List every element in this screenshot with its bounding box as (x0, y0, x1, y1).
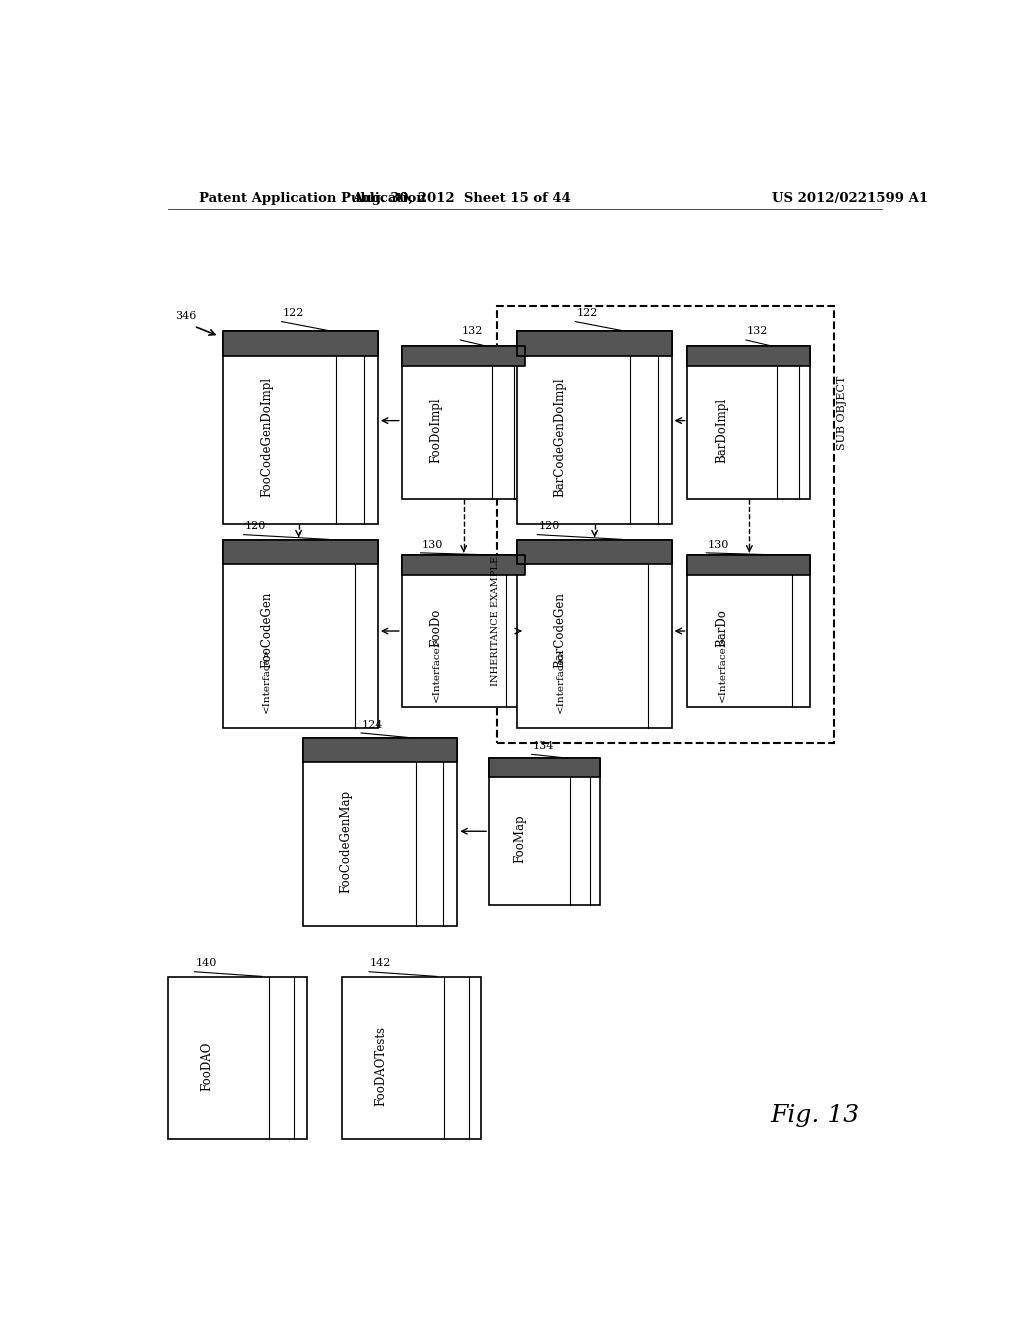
Bar (401, 346, 524, 366)
Bar (687, 554, 811, 574)
Text: BarDo: BarDo (716, 609, 728, 647)
Bar (489, 758, 600, 906)
Text: 130: 130 (708, 540, 729, 549)
Text: FooDAOTests: FooDAOTests (375, 1026, 388, 1106)
Text: INHERITANCE EXAMPLE: INHERITANCE EXAMPLE (490, 556, 500, 686)
Text: US 2012/0221599 A1: US 2012/0221599 A1 (772, 191, 928, 205)
Bar (401, 346, 524, 499)
Bar (223, 331, 378, 356)
Text: Fig. 13: Fig. 13 (770, 1105, 859, 1127)
Text: 140: 140 (196, 958, 217, 969)
Bar (223, 540, 378, 564)
Bar (401, 554, 524, 574)
Bar (168, 977, 306, 1139)
Text: 120: 120 (539, 521, 560, 532)
Bar (517, 331, 672, 356)
Text: SUB OBJECT: SUB OBJECT (838, 375, 847, 450)
Text: FooDo: FooDo (430, 609, 442, 647)
Text: 134: 134 (532, 741, 554, 751)
Text: 124: 124 (362, 719, 383, 730)
Bar (517, 540, 672, 564)
Text: FooMap: FooMap (514, 814, 526, 863)
Text: 122: 122 (283, 308, 304, 318)
Text: 130: 130 (422, 540, 443, 549)
Text: 142: 142 (370, 958, 391, 969)
Text: Aug. 30, 2012  Sheet 15 of 44: Aug. 30, 2012 Sheet 15 of 44 (352, 191, 570, 205)
Text: <Interface>: <Interface> (556, 648, 564, 713)
Text: BarDoImpl: BarDoImpl (716, 397, 728, 463)
Bar (687, 554, 811, 708)
Text: FooCodeGenMap: FooCodeGenMap (339, 789, 352, 892)
Bar (223, 540, 378, 727)
Text: <Interface>: <Interface> (432, 636, 440, 702)
Text: BarCodeGenDoImpl: BarCodeGenDoImpl (554, 378, 566, 498)
Bar (687, 346, 811, 366)
Text: FooDoImpl: FooDoImpl (430, 397, 442, 463)
Text: Patent Application Publication: Patent Application Publication (200, 191, 426, 205)
Text: FooCodeGen: FooCodeGen (260, 591, 273, 668)
Bar (401, 554, 524, 708)
Bar (303, 738, 458, 925)
Text: 122: 122 (577, 308, 598, 318)
Bar (517, 540, 672, 727)
Bar (223, 331, 378, 524)
Text: 132: 132 (461, 326, 482, 337)
Text: FooCodeGenDoImpl: FooCodeGenDoImpl (260, 378, 273, 498)
Text: BarCodeGen: BarCodeGen (554, 591, 566, 668)
Text: <Interface>: <Interface> (262, 648, 271, 713)
Bar (303, 738, 458, 762)
Bar (342, 977, 481, 1139)
Bar (517, 331, 672, 524)
Text: 132: 132 (748, 326, 768, 337)
Text: 346: 346 (175, 312, 197, 321)
Text: FooDAO: FooDAO (200, 1041, 213, 1090)
Bar (497, 306, 835, 743)
Bar (687, 346, 811, 499)
Text: 120: 120 (245, 521, 266, 532)
Bar (489, 758, 600, 777)
Text: <Interface>: <Interface> (718, 636, 726, 702)
